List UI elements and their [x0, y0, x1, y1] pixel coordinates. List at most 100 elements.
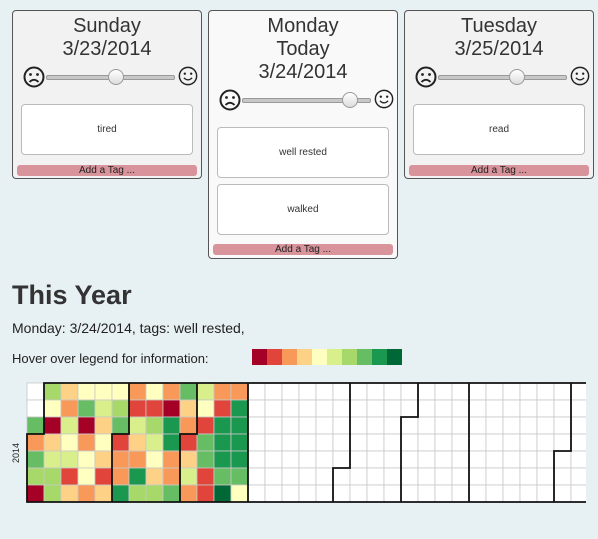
day-cell[interactable]	[400, 484, 419, 503]
add-tag-button[interactable]: Add a Tag ...	[213, 244, 393, 255]
day-cell[interactable]	[111, 399, 130, 418]
day-cell[interactable]	[434, 484, 453, 503]
day-cell[interactable]	[485, 399, 504, 418]
day-cell[interactable]	[26, 484, 45, 503]
legend-swatch[interactable]	[327, 349, 342, 365]
day-cell[interactable]	[94, 399, 113, 418]
day-cell[interactable]	[230, 450, 249, 469]
day-cell[interactable]	[485, 450, 504, 469]
day-cell[interactable]	[570, 450, 586, 469]
day-cell[interactable]	[264, 450, 283, 469]
day-cell[interactable]	[451, 399, 470, 418]
day-cell[interactable]	[417, 450, 436, 469]
day-cell[interactable]	[247, 416, 266, 435]
day-cell[interactable]	[502, 382, 521, 401]
day-cell[interactable]	[179, 433, 198, 452]
day-cell[interactable]	[383, 450, 402, 469]
day-cell[interactable]	[196, 484, 215, 503]
day-cell[interactable]	[502, 433, 521, 452]
day-cell[interactable]	[519, 399, 538, 418]
day-cell[interactable]	[366, 382, 385, 401]
day-cell[interactable]	[94, 484, 113, 503]
day-cell[interactable]	[553, 467, 572, 486]
day-cell[interactable]	[264, 399, 283, 418]
day-cell[interactable]	[349, 416, 368, 435]
day-cell[interactable]	[77, 433, 96, 452]
day-cell[interactable]	[128, 416, 147, 435]
day-cell[interactable]	[162, 433, 181, 452]
mood-slider-track[interactable]	[438, 75, 567, 80]
day-cell[interactable]	[77, 399, 96, 418]
day-cell[interactable]	[451, 416, 470, 435]
day-cell[interactable]	[349, 399, 368, 418]
day-cell[interactable]	[400, 467, 419, 486]
day-cell[interactable]	[417, 399, 436, 418]
year-heatmap[interactable]	[26, 382, 586, 504]
mood-slider[interactable]	[13, 66, 201, 90]
day-cell[interactable]	[111, 416, 130, 435]
day-cell[interactable]	[162, 399, 181, 418]
day-cell[interactable]	[230, 484, 249, 503]
day-cell[interactable]	[502, 399, 521, 418]
day-cell[interactable]	[553, 484, 572, 503]
day-cell[interactable]	[247, 450, 266, 469]
day-cell[interactable]	[264, 467, 283, 486]
day-cell[interactable]	[536, 484, 555, 503]
day-cell[interactable]	[349, 382, 368, 401]
day-cell[interactable]	[111, 467, 130, 486]
day-cell[interactable]	[400, 382, 419, 401]
day-cell[interactable]	[281, 484, 300, 503]
day-cell[interactable]	[43, 484, 62, 503]
day-cell[interactable]	[128, 467, 147, 486]
day-cell[interactable]	[485, 433, 504, 452]
add-tag-button[interactable]: Add a Tag ...	[409, 165, 589, 176]
day-cell[interactable]	[536, 416, 555, 435]
day-cell[interactable]	[485, 484, 504, 503]
day-cell[interactable]	[111, 433, 130, 452]
day-cell[interactable]	[162, 467, 181, 486]
legend-swatch[interactable]	[342, 349, 357, 365]
day-cell[interactable]	[196, 467, 215, 486]
day-cell[interactable]	[417, 416, 436, 435]
day-cell[interactable]	[196, 382, 215, 401]
day-cell[interactable]	[145, 467, 164, 486]
day-cell[interactable]	[111, 382, 130, 401]
day-cell[interactable]	[315, 467, 334, 486]
day-cell[interactable]	[536, 382, 555, 401]
day-cell[interactable]	[230, 399, 249, 418]
day-cell[interactable]	[230, 416, 249, 435]
day-cell[interactable]	[264, 416, 283, 435]
day-cell[interactable]	[485, 467, 504, 486]
day-cell[interactable]	[60, 382, 79, 401]
day-cell[interactable]	[179, 382, 198, 401]
day-cell[interactable]	[570, 416, 586, 435]
day-cell[interactable]	[536, 467, 555, 486]
day-cell[interactable]	[145, 399, 164, 418]
day-cell[interactable]	[434, 416, 453, 435]
day-cell[interactable]	[383, 382, 402, 401]
legend-swatch[interactable]	[297, 349, 312, 365]
day-cell[interactable]	[94, 433, 113, 452]
day-cell[interactable]	[128, 399, 147, 418]
day-cell[interactable]	[451, 382, 470, 401]
day-cell[interactable]	[213, 399, 232, 418]
day-cell[interactable]	[298, 416, 317, 435]
day-cell[interactable]	[400, 416, 419, 435]
day-cell[interactable]	[196, 399, 215, 418]
day-cell[interactable]	[536, 450, 555, 469]
legend-swatch[interactable]	[282, 349, 297, 365]
day-cell[interactable]	[128, 433, 147, 452]
day-cell[interactable]	[213, 382, 232, 401]
day-cell[interactable]	[179, 484, 198, 503]
day-cell[interactable]	[26, 433, 45, 452]
day-cell[interactable]	[502, 450, 521, 469]
day-cell[interactable]	[485, 382, 504, 401]
day-cell[interactable]	[94, 450, 113, 469]
day-cell[interactable]	[281, 416, 300, 435]
day-cell[interactable]	[315, 450, 334, 469]
day-cell[interactable]	[162, 450, 181, 469]
add-tag-button[interactable]: Add a Tag ...	[17, 165, 197, 176]
day-cell[interactable]	[553, 416, 572, 435]
day-cell[interactable]	[332, 433, 351, 452]
mood-slider-thumb[interactable]	[508, 69, 525, 85]
